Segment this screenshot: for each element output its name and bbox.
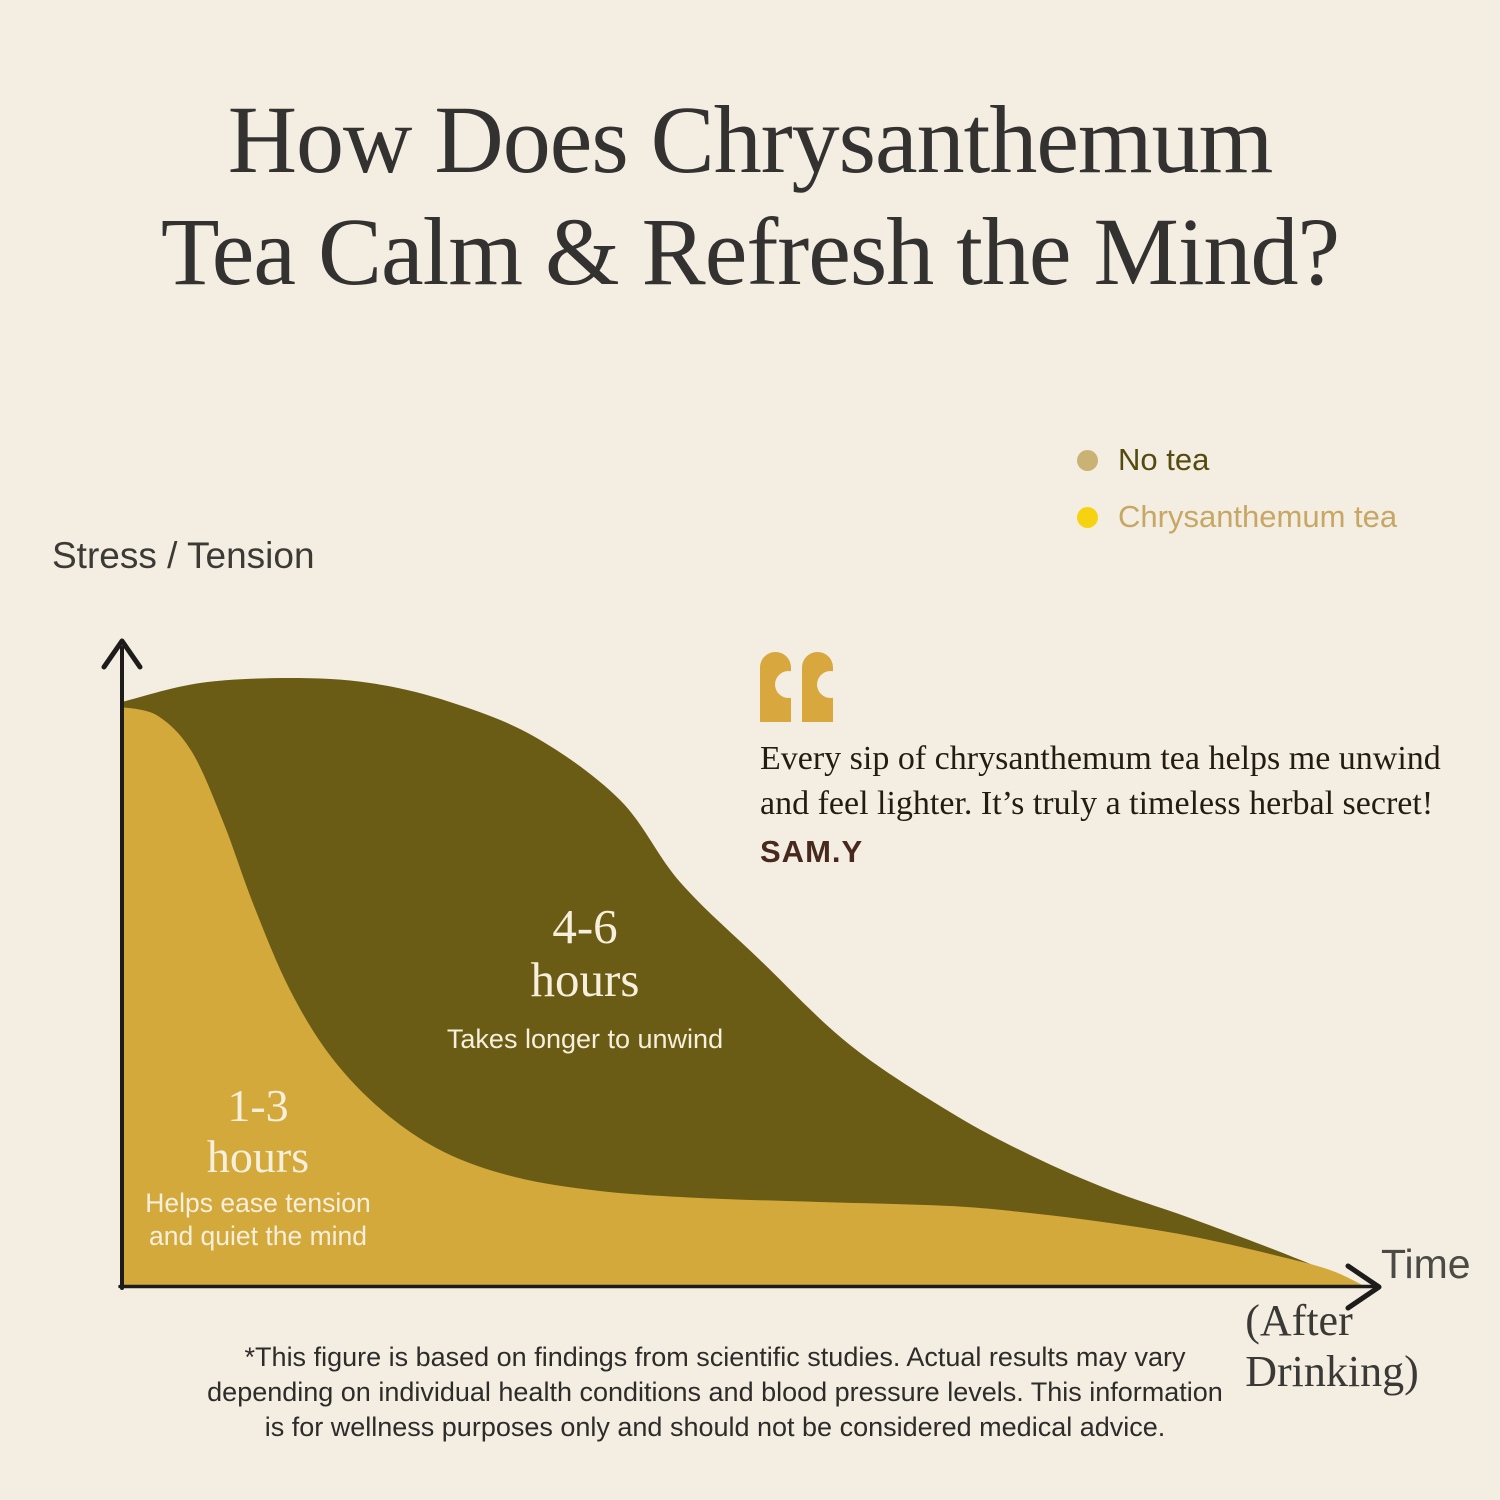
disclaimer-text: *This figure is based on findings from s… xyxy=(207,1342,1223,1442)
x-axis-label: Time xyxy=(1381,1241,1471,1287)
no-tea-description: Takes longer to unwind xyxy=(446,1024,724,1054)
page-title-line-1: How Does Chrysanthemum xyxy=(227,86,1274,193)
tea-duration-label: 1-3 hours xyxy=(206,1080,310,1182)
no-tea-duration-label: 4-6 hours xyxy=(530,899,640,1007)
quote-mark-notch xyxy=(817,671,844,698)
quote-mark-icon xyxy=(802,652,844,722)
no-tea-annotation: 4-6 hours Takes longer to unwind xyxy=(447,900,723,1055)
legend: No tea Chrysanthemum tea xyxy=(1077,438,1397,552)
y-axis-label: Stress / Tension xyxy=(52,535,315,576)
legend-item-chrysanthemum-tea: Chrysanthemum tea xyxy=(1077,495,1397,539)
area-series-1-chrysanthemum-tea xyxy=(122,707,1368,1288)
quote-mark-notch xyxy=(775,671,802,698)
area-series-0-no-tea xyxy=(122,678,1368,1288)
double-quote-icon xyxy=(760,652,1480,722)
quote-mark-icon xyxy=(760,652,802,722)
quote-text: Every sip of chrysanthemum tea helps me … xyxy=(760,740,1441,822)
y-axis-arrowhead xyxy=(101,638,143,670)
page-title-line-2: Tea Calm & Refresh the Mind? xyxy=(160,198,1340,305)
x-axis-arrowhead xyxy=(1345,1263,1382,1311)
tea-description: Helps ease tension and quiet the mind xyxy=(145,1188,371,1251)
page-title: How Does Chrysanthemum Tea Calm & Refres… xyxy=(0,84,1500,308)
legend-item-no-tea: No tea xyxy=(1077,438,1397,482)
tea-annotation: 1-3 hours Helps ease tension and quiet t… xyxy=(145,1080,370,1253)
chrysanthemum-tea-dot-icon xyxy=(1077,506,1098,528)
legend-label-no-tea: No tea xyxy=(1118,442,1210,477)
testimonial-block: Every sip of chrysanthemum tea helps me … xyxy=(760,652,1480,870)
x-axis-sublabel: (After Drinking) xyxy=(1245,1296,1419,1396)
no-tea-dot-icon xyxy=(1077,449,1098,471)
quote-author: SAM.Y xyxy=(760,834,864,869)
legend-label-chrysanthemum-tea: Chrysanthemum tea xyxy=(1118,499,1398,534)
